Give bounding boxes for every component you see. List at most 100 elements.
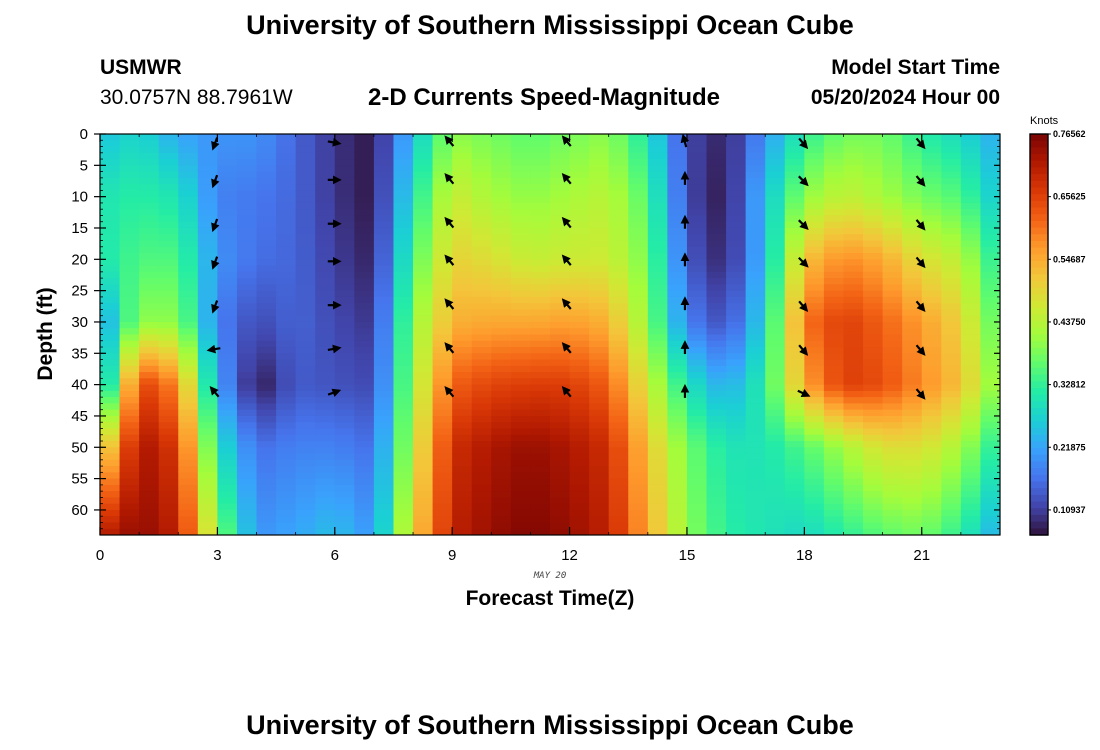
heatmap-cell [569, 522, 590, 530]
heatmap-cell [706, 290, 727, 298]
heatmap-cell [726, 453, 747, 461]
heatmap-cell [863, 353, 884, 361]
heatmap-cell [315, 146, 336, 154]
heatmap-cell [902, 215, 923, 223]
heatmap-cell [823, 365, 845, 373]
heatmap-cell [256, 265, 277, 273]
heatmap-cell [256, 509, 277, 517]
heatmap-cell [804, 372, 825, 379]
heatmap-cell [706, 240, 727, 248]
heatmap-cell [373, 190, 395, 198]
heatmap-cell [100, 246, 121, 254]
heatmap-cell [471, 315, 492, 323]
heatmap-cell [158, 140, 179, 148]
heatmap-cell [276, 503, 297, 511]
heatmap-cell [236, 390, 258, 398]
heatmap-cell [295, 359, 316, 367]
heatmap-cell [569, 516, 590, 524]
heatmap-cell [960, 253, 982, 260]
heatmap-cell [471, 415, 492, 423]
heatmap-cell [647, 184, 668, 191]
heatmap-cell [276, 134, 297, 141]
heatmap-cell [334, 516, 355, 524]
heatmap-cell [236, 215, 258, 223]
heatmap-cell [863, 434, 884, 442]
heatmap-cell [608, 397, 629, 405]
heatmap-cell [686, 284, 708, 292]
heatmap-cell [315, 271, 336, 279]
heatmap-cell [921, 303, 942, 311]
current-vector [798, 219, 809, 231]
heatmap-cell [823, 484, 845, 492]
heatmap-cell [471, 246, 492, 254]
heatmap-cell [510, 484, 532, 492]
heatmap-cell [295, 140, 316, 148]
heatmap-cell [686, 271, 708, 279]
heatmap-cell [100, 253, 121, 260]
heatmap-cell [510, 184, 532, 191]
heatmap-cell [158, 240, 179, 248]
heatmap-cell [373, 478, 395, 486]
heatmap-cell [902, 140, 923, 148]
heatmap-cell [608, 315, 629, 323]
heatmap-cell [921, 347, 942, 354]
heatmap-cell [373, 415, 395, 423]
heatmap-cell [491, 234, 512, 242]
heatmap-cell [491, 472, 512, 480]
heatmap-cell [491, 516, 512, 524]
heatmap-cell [941, 284, 962, 292]
heatmap-cell [941, 227, 962, 235]
heatmap-cell [491, 497, 512, 505]
heatmap-cell [413, 321, 434, 329]
heatmap-cell [413, 472, 434, 480]
heatmap-cell [706, 309, 727, 317]
heatmap-cell [236, 347, 258, 354]
y-tick-label: 5 [80, 157, 88, 174]
heatmap-cell [980, 259, 1000, 267]
heatmap-cell [804, 434, 825, 442]
heatmap-cell [315, 359, 336, 367]
heatmap-cell [139, 184, 160, 191]
heatmap-cell [256, 347, 277, 354]
heatmap-cell [119, 466, 140, 473]
heatmap-cell [628, 134, 649, 141]
heatmap-cell [921, 509, 942, 517]
heatmap-cell [295, 259, 316, 267]
heatmap-cell [354, 177, 375, 185]
heatmap-cell [315, 466, 336, 473]
heatmap-cell [960, 403, 982, 411]
heatmap-cell [863, 227, 884, 235]
heatmap-cell [158, 459, 179, 467]
heatmap-cell [139, 177, 160, 185]
heatmap-cell [373, 397, 395, 405]
heatmap-cell [139, 296, 160, 304]
heatmap-cell [256, 409, 277, 417]
colorbar-swatch [1030, 327, 1048, 336]
heatmap-cell [726, 415, 747, 423]
heatmap-cell [315, 334, 336, 342]
heatmap-cell [471, 240, 492, 248]
heatmap-cell [784, 271, 805, 279]
heatmap-cell [413, 528, 434, 535]
heatmap-cell [197, 453, 218, 461]
heatmap-cell [726, 165, 747, 173]
heatmap-cell [569, 190, 590, 198]
colorbar-swatch [1030, 448, 1048, 456]
heatmap-cell [295, 234, 316, 242]
heatmap-cell [276, 522, 297, 530]
heatmap-cell [100, 347, 121, 354]
y-axis-label: Depth (ft) [34, 287, 57, 380]
heatmap-cell [119, 271, 140, 279]
heatmap-cell [530, 347, 551, 354]
heatmap-cell [569, 152, 590, 160]
heatmap-cell [589, 453, 610, 461]
heatmap-cell [550, 441, 571, 448]
heatmap-cell [393, 165, 414, 173]
heatmap-cell [550, 390, 571, 398]
heatmap-cell [530, 466, 551, 473]
current-vector [561, 298, 572, 310]
heatmap-cell [178, 146, 199, 154]
heatmap-cell [882, 466, 903, 473]
colorbar-swatch [1030, 321, 1048, 329]
heatmap-cell [373, 259, 395, 267]
